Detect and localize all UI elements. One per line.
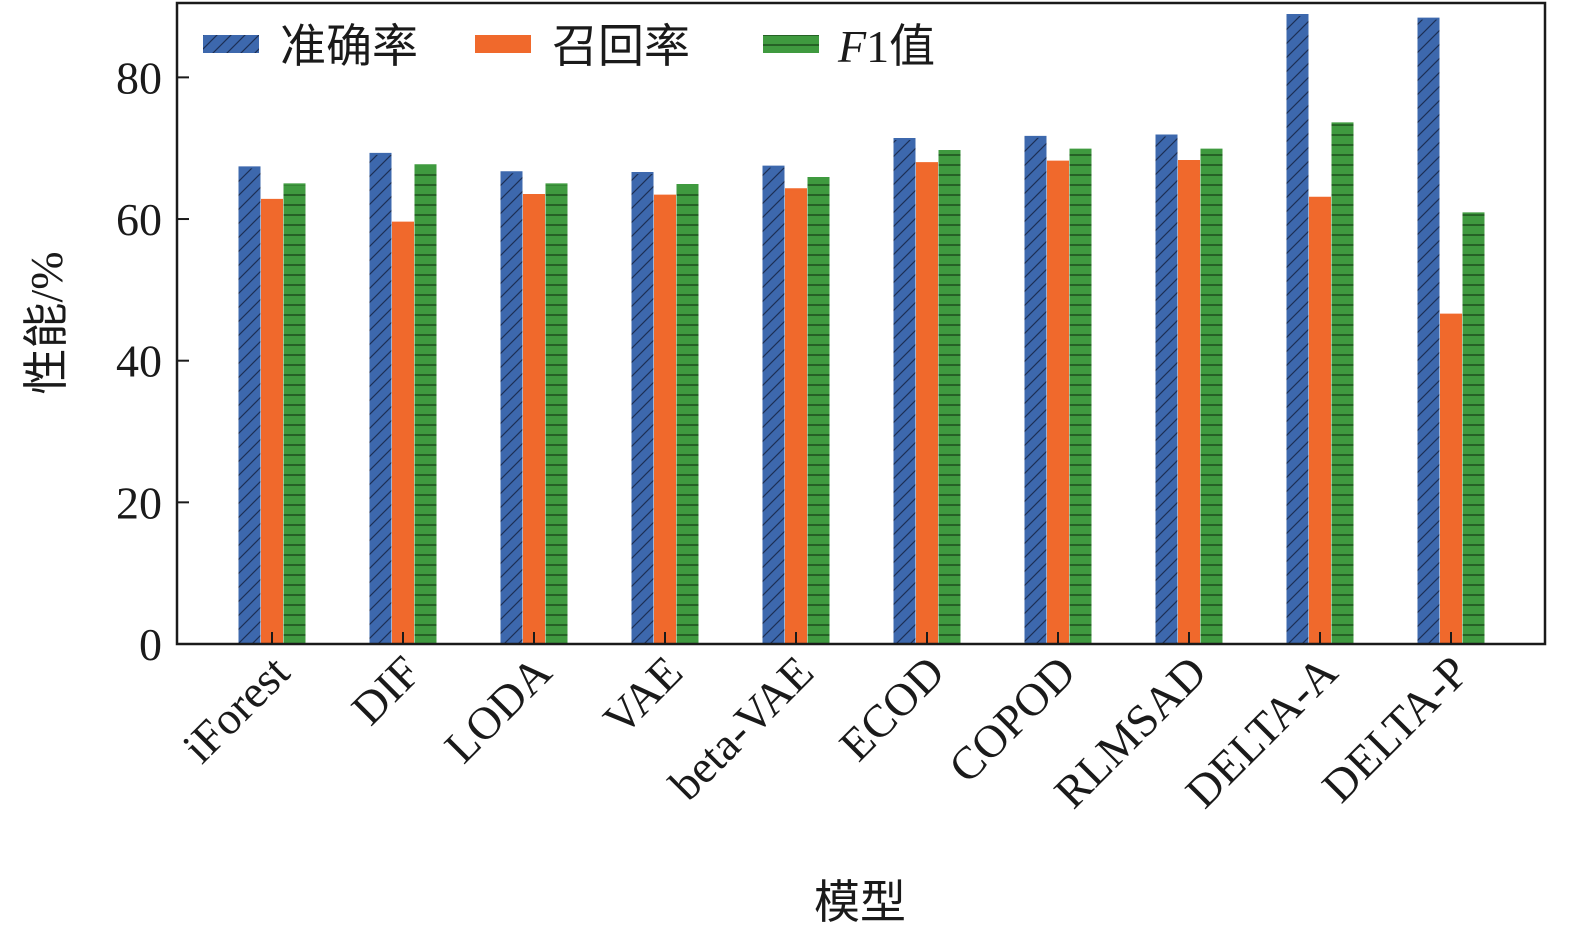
y-axis-label: 性能/%: [21, 251, 72, 394]
legend-label-series-3: F1值: [837, 21, 935, 72]
legend-label-series-1: 准确率: [280, 21, 418, 72]
bar-dif-series-3: [414, 165, 437, 644]
y-tick-label-20: 20: [116, 477, 162, 528]
legend: 准确率 召回率 F1值: [203, 21, 935, 72]
y-axis-ticks: 0 20 40 60 80: [116, 52, 189, 670]
bar-beta-vae-series-1: [762, 166, 785, 644]
bar-beta-vae-series-3: [807, 177, 830, 644]
x-ticks: [271, 632, 1452, 644]
legend-swatch-series-2: [475, 35, 531, 53]
bar-loda-series-1: [500, 172, 523, 644]
bar-delta-a-series-2: [1309, 197, 1331, 645]
legend-label-series-2: 召回率: [552, 21, 690, 72]
bar-ecod-series-2: [916, 163, 938, 644]
y-tick-label-0: 0: [139, 619, 162, 670]
category-label-loda: LODA: [435, 646, 561, 772]
bar-delta-a-series-3: [1331, 123, 1354, 645]
category-label-iforest: iForest: [173, 646, 300, 773]
bar-beta-vae-series-2: [785, 189, 807, 645]
bar-copod-series-2: [1047, 161, 1069, 644]
bar-delta-p-series-3: [1462, 213, 1485, 644]
plot-frame: [175, 1, 1547, 646]
legend-swatch-series-3: [763, 35, 819, 53]
bar-rlmsad-series-1: [1155, 135, 1178, 645]
bar-loda-series-2: [523, 194, 545, 644]
x-axis-label: 模型: [814, 877, 906, 928]
bar-copod-series-1: [1024, 136, 1047, 644]
bar-iforest-series-3: [283, 184, 306, 645]
bar-rlmsad-series-3: [1200, 149, 1223, 644]
bar-vae-series-2: [654, 195, 676, 644]
category-label-dif: DIF: [342, 646, 430, 734]
y-tick-label-60: 60: [116, 194, 162, 245]
bar-ecod-series-1: [893, 138, 916, 645]
bar-vae-series-1: [631, 172, 654, 644]
bar-ecod-series-3: [938, 151, 961, 644]
bar-copod-series-3: [1069, 149, 1092, 644]
category-label-ecod: ECOD: [829, 646, 954, 771]
bar-rlmsad-series-2: [1178, 160, 1200, 644]
bar-delta-p-series-1: [1417, 18, 1440, 644]
bar-loda-series-3: [545, 184, 568, 645]
bar-delta-p-series-2: [1440, 314, 1462, 644]
bar-dif-series-1: [369, 153, 392, 645]
bar-vae-series-3: [676, 185, 699, 644]
bar-delta-a-series-1: [1286, 15, 1309, 644]
category-label-delta-p: DELTA-P: [1312, 646, 1478, 812]
bar-iforest-series-2: [261, 199, 283, 644]
y-tick-label-80: 80: [116, 52, 162, 103]
bar-iforest-series-1: [238, 167, 261, 645]
category-label-beta-vae: beta-VAE: [659, 646, 823, 810]
y-tick-label-40: 40: [116, 336, 162, 387]
bars-layer: [238, 14, 1485, 645]
legend-swatch-series-1: [203, 35, 259, 53]
category-label-vae: VAE: [593, 646, 692, 745]
bar-dif-series-2: [392, 222, 414, 644]
